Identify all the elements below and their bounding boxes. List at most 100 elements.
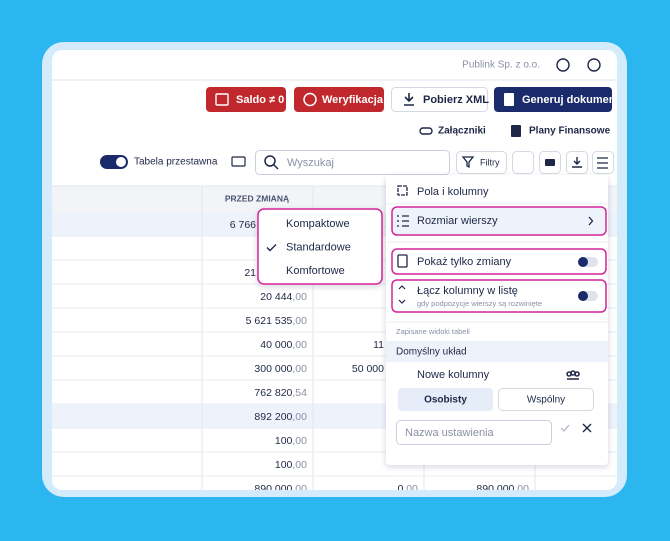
user-icon[interactable] [556,58,570,72]
merge-columns-item[interactable] [391,279,607,313]
name-placeholder: Nazwa ustawienia [405,427,495,439]
cell-int: 100 [275,459,293,471]
cell-int: 6 766 [230,219,256,231]
default-view-row[interactable] [386,341,608,362]
check-mark [266,244,277,252]
fields-item[interactable]: Pola i kolumny [417,186,489,198]
row-size-item[interactable] [391,206,607,236]
cell-dec: ,00 [514,483,529,495]
icon [572,157,582,168]
tab-personal[interactable] [398,388,493,411]
icon [461,156,475,169]
cell-dec: ,00 [292,339,307,351]
cell: 890 000,00 [476,483,529,495]
keyboard-icon[interactable] [231,156,246,167]
tab-shared[interactable] [498,388,594,411]
help-icon[interactable] [587,58,601,72]
shared-icon [566,370,580,380]
cell-dec: ,00 [292,435,307,447]
cell-dec: ,00 [292,363,307,375]
button-label: Weryfikacja [322,94,384,106]
company: Publink Sp. z o.o. [462,60,540,71]
cell-dec: ,00 [292,315,307,327]
button-label: Generuj dokument [522,94,620,106]
menu-option[interactable]: Standardowe [286,241,351,253]
cell: 890 000,00 [254,483,307,495]
generate-button[interactable] [494,87,612,112]
cell-dec: ,00 [403,483,418,495]
cell: 21 [244,267,256,279]
show-changes-label: Pokaż tylko zmiany [417,256,512,268]
icon [273,164,279,170]
menu-option[interactable]: Kompaktowe [286,218,350,230]
xml-button[interactable] [391,87,488,112]
menu-option[interactable]: Komfortowe [286,265,345,277]
icon [397,185,408,196]
cell-int: 890 000 [476,483,514,495]
cell-dec: ,00 [292,459,307,471]
cell-int: 20 444 [260,291,292,303]
icon [398,285,406,304]
cell: 40 000,00 [260,339,307,351]
cancel-icon[interactable] [582,423,592,433]
chevron [588,216,594,226]
plans-link[interactable]: Plany Finansowe [529,126,611,137]
saldo-button[interactable] [206,87,286,112]
tab-label: Osobisty [424,395,467,406]
cell: 50 000 [352,363,384,375]
cell: 6 766 [230,219,256,231]
search-placeholder: Wyszukaj [287,157,334,169]
show-changes-item[interactable] [391,248,607,275]
button-label: Pobierz XML [423,94,489,106]
sort-button[interactable] [512,151,534,174]
cell-int: 892 200 [254,411,292,423]
cell: 100,00 [275,459,307,471]
icon [215,93,229,106]
cell-int: 40 000 [260,339,292,351]
icon [419,127,433,135]
verify-button[interactable] [294,87,384,112]
icon [545,159,555,166]
icon [264,155,276,167]
icon [404,93,414,106]
confirm-icon[interactable] [560,424,570,433]
icon [597,157,608,169]
column-header: PRZED ZMIANĄ [225,193,289,203]
row-size-menu [257,208,383,285]
cell: 762 820,54 [254,387,307,399]
cell-int: 5 621 535 [246,315,293,327]
toggle-knob [578,291,588,301]
cell: 20 444,00 [260,291,307,303]
cell: 11 [373,339,384,351]
icon [397,215,409,227]
cell-dec: ,00 [292,291,307,303]
new-columns: Nowe kolumny [417,369,490,381]
cell-dec: ,00 [292,483,307,495]
icon [511,125,521,137]
icon [397,254,408,268]
cell-int: 21 [244,267,256,279]
button-label: Saldo ≠ 0 [236,94,284,106]
cell: 5 621 535,00 [246,315,307,327]
toggle-knob [578,257,588,267]
pivot-label: Tabela przestawna [134,157,218,168]
cell-int: 0 [398,483,404,495]
tab-label: Wspólny [527,395,565,406]
cell: 300 000,00 [254,363,307,375]
merge-columns-label: Łącz kolumny w listę [417,285,518,297]
search-box[interactable] [255,150,450,175]
cell-int: 50 000 [352,363,384,375]
cell-int: 11 [373,339,384,351]
toggle-knob [116,157,126,167]
row-size-label: Rozmiar wierszy [417,215,498,227]
cell-int: 100 [275,435,293,447]
cell: 100,00 [275,435,307,447]
default-view: Domyślny układ [396,347,467,358]
cell: 892 200,00 [254,411,307,423]
name-input[interactable] [396,420,552,445]
attachments-link[interactable]: Załączniki [438,126,486,137]
cell-int: 890 000 [254,483,292,495]
saved-views-label: Zapisane widoki tabeli [396,327,470,336]
